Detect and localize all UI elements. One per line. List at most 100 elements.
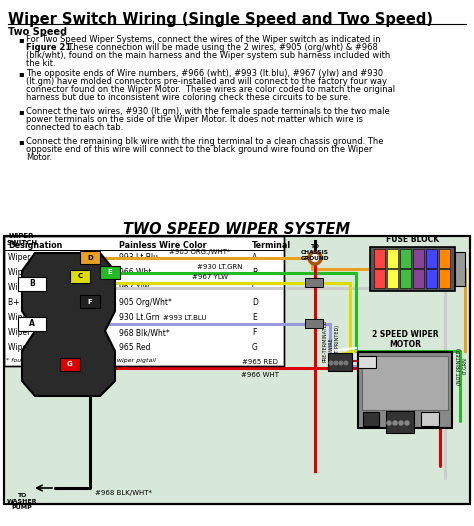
Text: opposite end of this wire will connect to the black ground wire found on the Wip: opposite end of this wire will connect t… [26,145,373,154]
Bar [387,269,398,288]
Text: Two Speed: Two Speed [8,27,67,37]
Bar [358,352,452,428]
Bar [426,249,437,268]
Bar [386,411,414,433]
Text: Wiper Motor "Low": Wiper Motor "Low" [8,343,79,352]
Circle shape [311,255,319,261]
Text: WIPER
SWITCH: WIPER SWITCH [7,233,37,246]
Text: E: E [252,313,257,322]
Text: ▪: ▪ [18,107,24,116]
Text: PRE-TERMINATED
BLK WIRE
(NOT PRINTED): PRE-TERMINATED BLK WIRE (NOT PRINTED) [323,320,339,362]
Circle shape [308,251,322,265]
Text: TO
CHASSIS
GROUND: TO CHASSIS GROUND [301,244,329,260]
Circle shape [399,421,403,425]
Text: FUSE BLOCK: FUSE BLOCK [386,235,439,244]
Text: (lt.gm) have molded connectors pre-installed and will connect to the factory fou: (lt.gm) have molded connectors pre-insta… [26,77,387,86]
Bar [358,356,376,368]
Text: #965 RED: #965 RED [242,359,278,365]
Text: Wiper Motor "Park": Wiper Motor "Park" [8,268,81,277]
Text: ▪: ▪ [18,35,24,44]
Bar [80,251,100,264]
Bar [413,269,424,288]
Circle shape [339,361,343,365]
Text: B+ From Fuse Block: B+ From Fuse Block [8,298,84,307]
Text: 968 Blk/Wht*: 968 Blk/Wht* [119,328,170,337]
Text: C: C [77,274,82,279]
Bar [328,353,352,371]
Bar [4,236,470,504]
Text: 905 Org/Wht*: 905 Org/Wht* [119,298,172,307]
Text: Connect the two wires, #930 (lt.gm), with the female spade terminals to the two : Connect the two wires, #930 (lt.gm), wit… [26,107,390,116]
Circle shape [405,421,409,425]
Text: These connection will be made using the 2 wires, #905 (org/wht) & #968: These connection will be made using the … [63,43,378,52]
Bar [305,278,323,287]
Text: For Two Speed Wiper Systems, connect the wires of the Wiper switch as indicated : For Two Speed Wiper Systems, connect the… [26,35,381,44]
Text: G: G [252,343,258,352]
Text: Wiper Motor "B+": Wiper Motor "B+" [8,313,76,322]
Text: connected to each tab.: connected to each tab. [26,123,123,132]
Polygon shape [22,253,115,396]
Bar [100,266,120,279]
Text: C: C [252,283,257,292]
Text: ▪: ▪ [18,69,24,78]
Text: #966 WHT: #966 WHT [241,372,279,378]
Text: power terminals on the side of the Wiper Motor. It does not matter which wire is: power terminals on the side of the Wiper… [26,115,363,124]
Circle shape [329,361,333,365]
Text: TWO SPEED WIPER SYSTEM: TWO SPEED WIPER SYSTEM [124,222,350,237]
Bar [60,358,80,371]
Text: D: D [87,255,93,260]
Text: Painless Wire Color: Painless Wire Color [119,241,207,250]
Bar [70,270,90,283]
Text: harness but due to inconsistent wire coloring check these circuits to be sure.: harness but due to inconsistent wire col… [26,93,351,102]
Text: Designation: Designation [8,241,63,250]
Text: the kit.: the kit. [26,59,55,68]
Text: Wiper Washer Motor: Wiper Washer Motor [8,328,86,337]
Text: #905 ORG./WHT*: #905 ORG./WHT* [169,249,231,255]
Text: A: A [29,319,35,329]
Text: Wiper Motor "Park": Wiper Motor "Park" [8,253,81,262]
Bar [387,249,398,268]
Text: Motor.: Motor. [26,153,52,162]
Bar [421,412,439,426]
Text: E: E [108,269,112,276]
Bar [305,319,323,328]
Bar [413,249,424,268]
Text: TO
WASHER
PUMP: TO WASHER PUMP [7,493,37,510]
Text: B: B [29,279,35,288]
Text: (blk/wht), found on the main harness and the Wiper system sub harness included w: (blk/wht), found on the main harness and… [26,51,390,60]
Text: A: A [252,253,257,262]
Text: B: B [252,268,257,277]
Bar [80,295,100,308]
Text: D: D [252,298,258,307]
Text: Connect the remaining blk wire with the ring terminal to a clean chassis ground.: Connect the remaining blk wire with the … [26,137,383,146]
Text: #930 LT.GRN: #930 LT.GRN [197,264,243,270]
Circle shape [344,361,348,365]
Bar [362,356,448,410]
Text: 2 SPEED WIPER
MOTOR: 2 SPEED WIPER MOTOR [372,330,438,349]
Text: #967 YLW: #967 YLW [192,274,228,280]
Bar [18,317,46,331]
Text: 966 Wht: 966 Wht [119,268,152,277]
Bar [4,236,284,366]
Bar [439,249,450,268]
Bar [439,269,450,288]
Text: Wiper Switch Wiring (Single Speed and Two Speed): Wiper Switch Wiring (Single Speed and Tw… [8,12,433,27]
Bar [370,247,455,291]
Text: The opposite ends of Wire numbers, #966 (wht), #993 (lt.blu), #967 (ylw) and #93: The opposite ends of Wire numbers, #966 … [26,69,383,78]
Text: 930 Lt.Grn: 930 Lt.Grn [119,313,160,322]
Text: connector found on the Wiper Motor.  These wires are color coded to match the or: connector found on the Wiper Motor. Thes… [26,85,395,94]
Text: ▪: ▪ [18,137,24,146]
Text: 965 Red: 965 Red [119,343,151,352]
Text: (NOT PRINTED)
LT.GRN: (NOT PRINTED) LT.GRN [456,348,467,385]
Text: Terminal: Terminal [252,241,291,250]
Text: F: F [252,328,256,337]
Bar [363,412,379,426]
Text: Wiper Motor "High": Wiper Motor "High" [8,283,82,292]
Bar [400,249,411,268]
Text: Figure 21.: Figure 21. [26,43,74,52]
Text: #993 LT.BLU: #993 LT.BLU [163,315,207,321]
Text: F: F [88,298,92,305]
Text: 967 Ylw: 967 Ylw [119,283,149,292]
Bar [374,249,385,268]
Bar [455,252,465,286]
